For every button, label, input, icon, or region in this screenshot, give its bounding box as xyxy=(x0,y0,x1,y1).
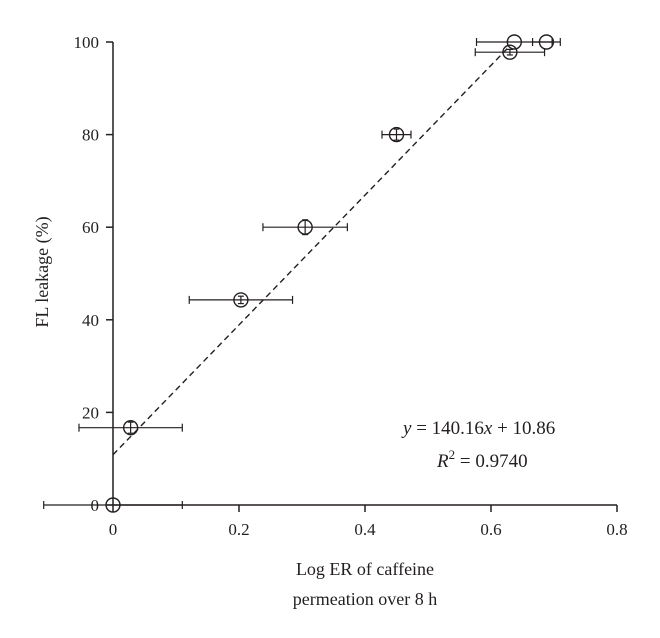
data-point xyxy=(78,419,183,436)
y-tick-label: 100 xyxy=(74,33,100,52)
x-tick-label: 0.6 xyxy=(480,520,501,539)
y-tick-label: 20 xyxy=(82,403,99,422)
r-squared-line: R2 = 0.9740 xyxy=(436,447,528,472)
fit-equation-annotation: y = 140.16x + 10.86 R2 = 0.9740 xyxy=(401,418,555,472)
point-marker xyxy=(388,126,405,143)
fit-line xyxy=(112,45,511,456)
data-point xyxy=(474,44,546,60)
x-axis-title-line-2: permeation over 8 h xyxy=(293,589,437,609)
x-tick-label: 0.8 xyxy=(606,520,627,539)
data-point xyxy=(43,497,183,513)
point-marker xyxy=(105,497,121,513)
y-axis: 020406080100 xyxy=(74,33,114,515)
equation-line: y = 140.16x + 10.86 xyxy=(401,418,555,439)
y-tick-label: 40 xyxy=(82,311,99,330)
data-point xyxy=(475,34,553,50)
data-point xyxy=(188,292,294,308)
x-tick-label: 0 xyxy=(109,520,118,539)
y-axis-title: FL leakage (%) xyxy=(32,216,53,327)
y-tick-label: 80 xyxy=(82,126,99,145)
data-point xyxy=(531,34,561,50)
x-axis: 0 0.2 0.4 0.6 0.8 xyxy=(109,504,628,539)
x-tick-label: 0.4 xyxy=(354,520,376,539)
point-marker xyxy=(502,44,518,60)
x-tick-label: 0.2 xyxy=(228,520,249,539)
point-marker xyxy=(122,419,139,436)
point-marker xyxy=(506,34,523,50)
point-marker xyxy=(297,219,313,235)
point-marker xyxy=(233,292,249,308)
x-axis-title-line-1: Log ER of caffeine xyxy=(296,559,434,579)
point-marker xyxy=(538,34,555,50)
data-point xyxy=(381,126,412,143)
data-point xyxy=(262,219,348,236)
y-tick-label: 60 xyxy=(82,218,99,237)
